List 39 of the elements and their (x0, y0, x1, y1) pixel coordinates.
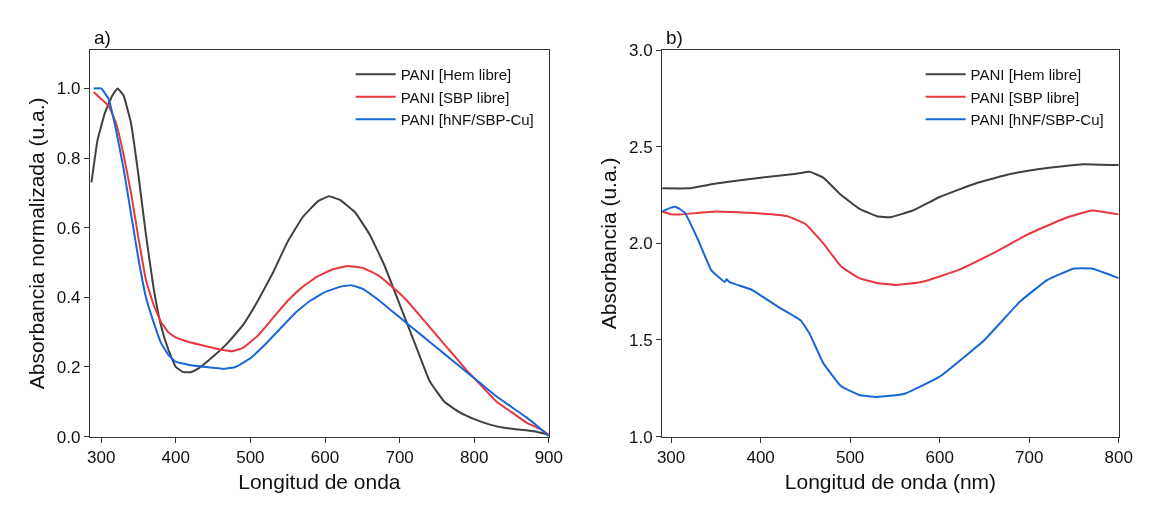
x-axis-title: Longitud de onda (238, 470, 401, 494)
x-tick-label: 800 (460, 448, 489, 468)
line-series (662, 163, 1119, 219)
line-series (662, 205, 1119, 398)
x-axis-title: Longitud de onda (nm) (784, 470, 997, 494)
y-tick-label: 2.0 (629, 234, 653, 254)
x-tick-label: 500 (835, 448, 865, 468)
x-tick-label: 900 (534, 448, 564, 468)
y-tick-label: 3.0 (629, 41, 653, 61)
y-tick-label: 1.0 (629, 427, 653, 447)
legend-label: PANI [SBP libre] (400, 88, 510, 106)
y-tick-label: 0.0 (56, 427, 81, 447)
legend-label: PANI [SBP libre] (970, 88, 1080, 106)
y-tick-label: 0.8 (56, 149, 81, 169)
legend-label: PANI [hNF/SBP-Cu] (970, 111, 1104, 128)
x-tick-label: 600 (310, 448, 340, 468)
y-tick-label: 1.0 (56, 79, 81, 99)
y-tick-label: 0.6 (56, 218, 81, 238)
x-tick-label: 300 (86, 448, 116, 468)
legend-label: PANI [Hem libre] (400, 66, 512, 83)
x-tick-label: 800 (1104, 448, 1133, 468)
x-tick-label: 600 (925, 448, 954, 468)
y-axis-title: Absorbancia normalizada (u.a.) (24, 97, 48, 390)
y-tick-label: 0.4 (56, 288, 81, 308)
x-tick-label: 400 (746, 448, 775, 468)
y-tick-label: 2.5 (629, 137, 653, 157)
y-tick-label: 1.5 (629, 330, 653, 350)
chart-title: b) (666, 27, 683, 48)
line-series (662, 209, 1119, 286)
x-tick-label: 700 (1015, 448, 1044, 468)
x-tick-label: 700 (385, 448, 414, 468)
legend-label: PANI [hNF/SBP-Cu] (400, 111, 534, 128)
legend-label: PANI [Hem libre] (970, 66, 1082, 83)
x-tick-label: 300 (656, 448, 686, 468)
x-tick-label: 500 (236, 448, 265, 468)
chart-title: a) (94, 27, 111, 48)
y-tick-label: 0.2 (56, 357, 81, 377)
x-tick-label: 400 (161, 448, 190, 468)
y-axis-title: Absorbancia (u.a.) (597, 157, 621, 330)
